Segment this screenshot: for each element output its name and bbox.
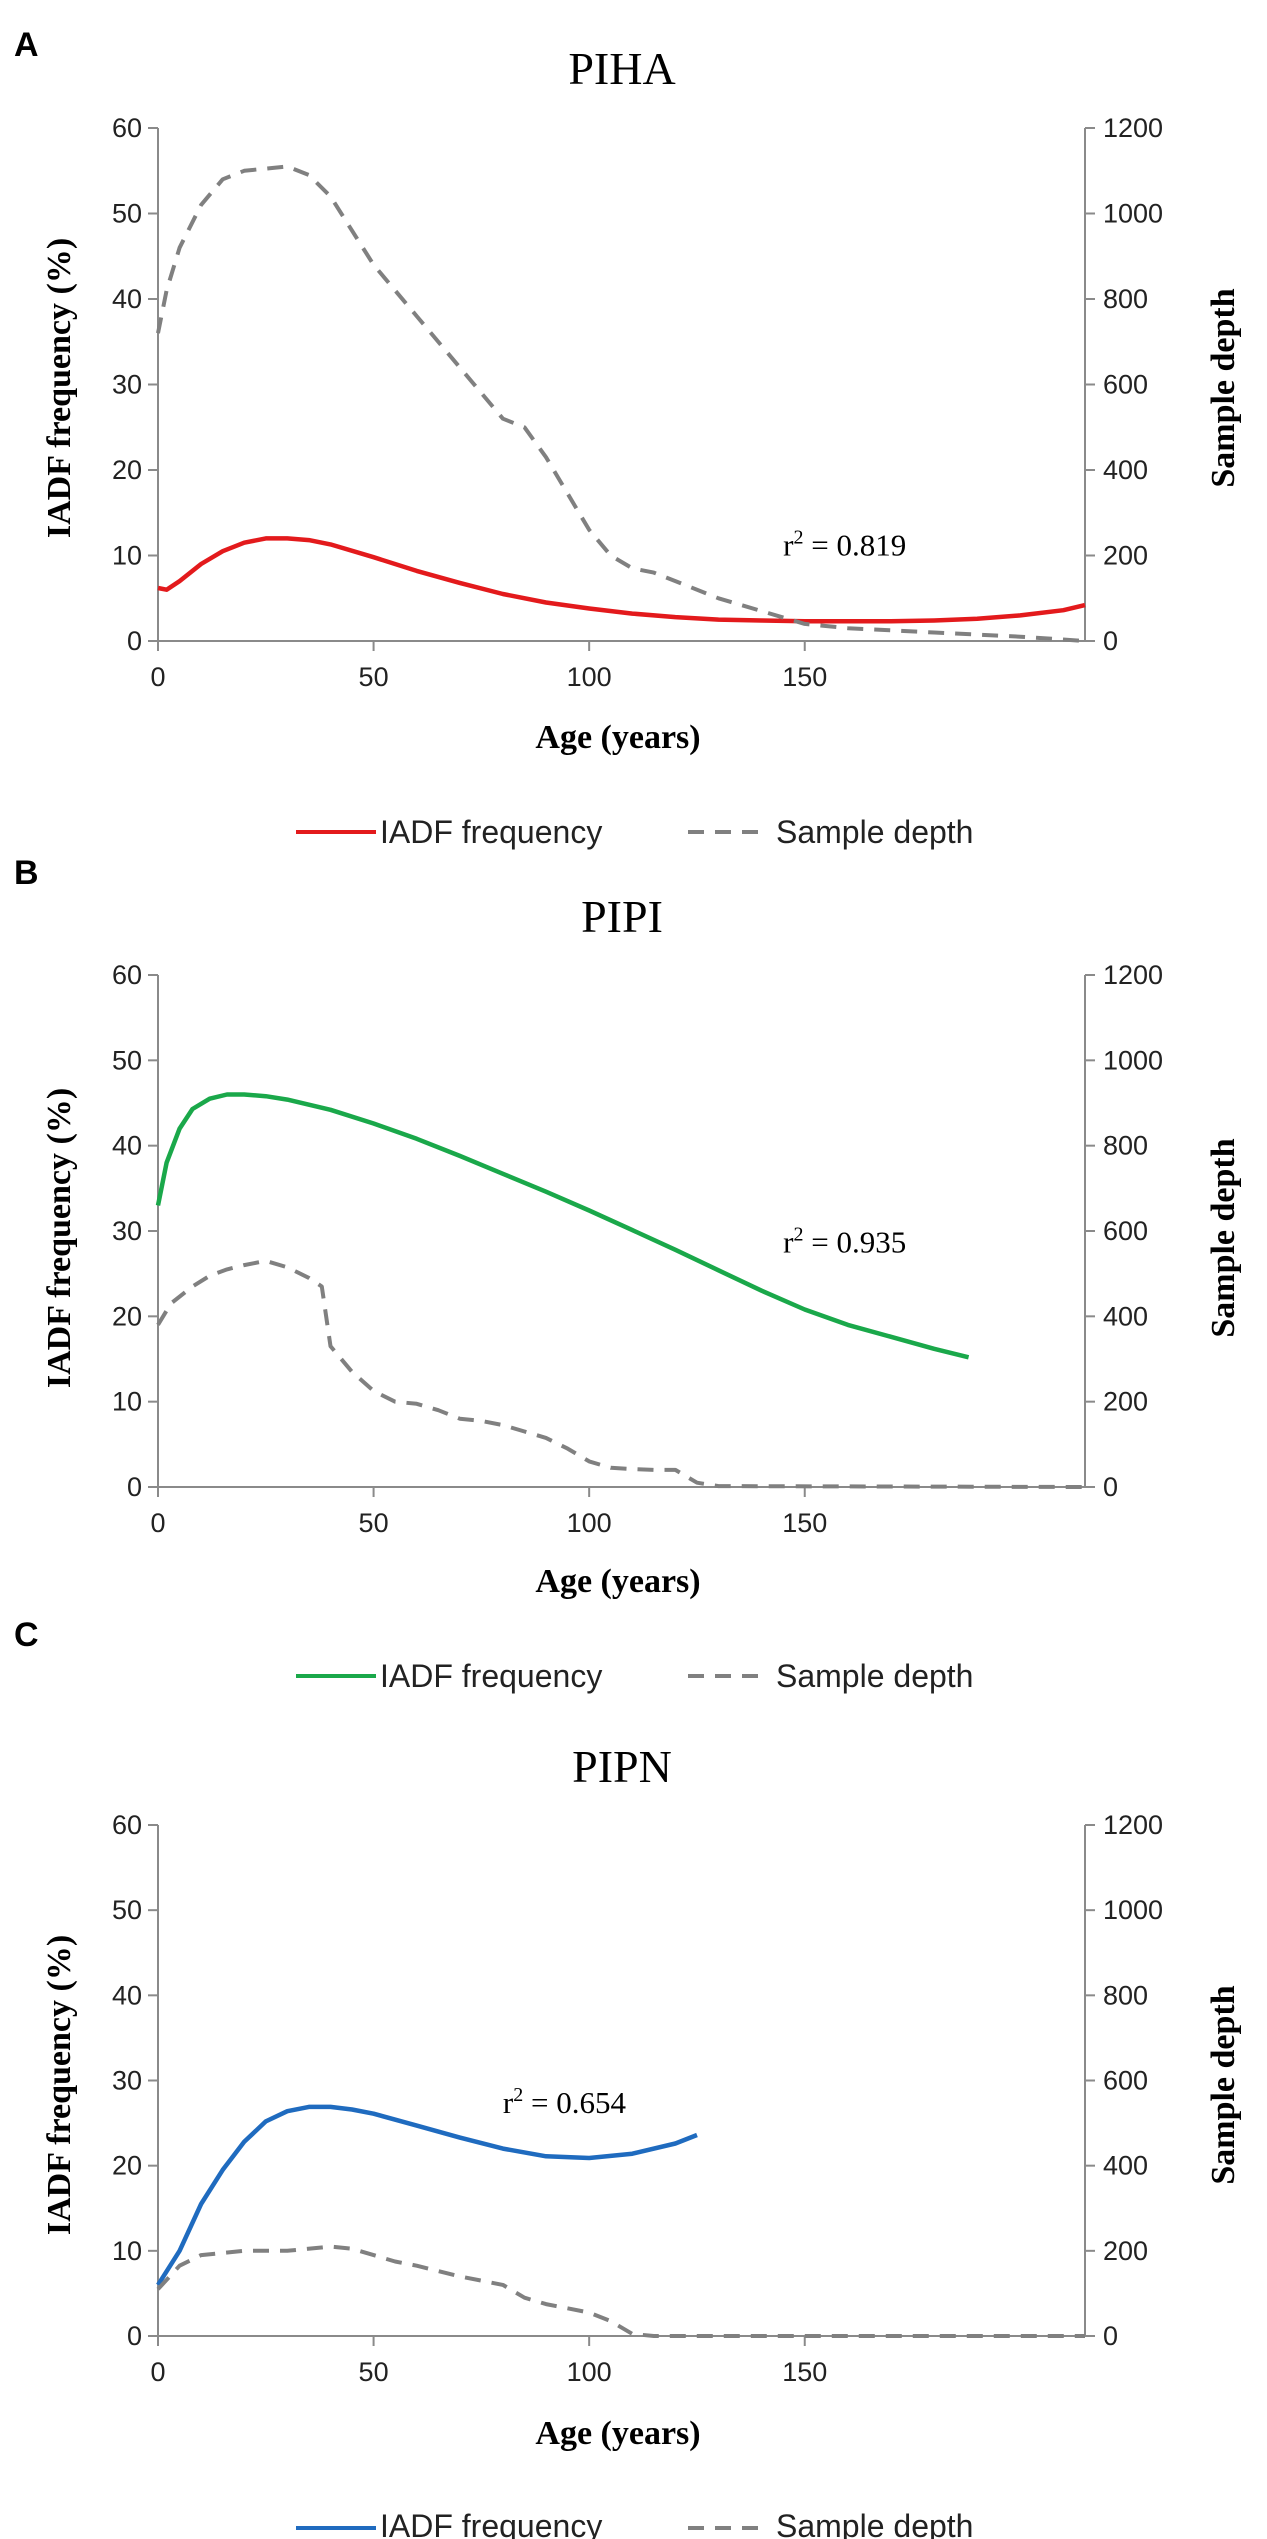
panel-b-y-tick-label: 10 <box>112 1387 142 1417</box>
panel-c-y-tick-label: 30 <box>112 2066 142 2096</box>
panel-b-y-tick-label: 20 <box>112 1301 142 1331</box>
panel-b-title: PIPI <box>581 891 663 942</box>
panel-c-y-tick-label: 0 <box>127 2321 142 2351</box>
panel-a-y2-tick-label: 800 <box>1103 284 1148 314</box>
panel-c-y-tick-label: 50 <box>112 1895 142 1925</box>
panel-a: A PIHA IADF frequency (%) Sample depth A… <box>14 26 1242 850</box>
panel-b-x-tick-label: 100 <box>567 1508 612 1538</box>
panel-b-y-tick-label: 30 <box>112 1216 142 1246</box>
panel-b-y-tick-label: 0 <box>127 1472 142 1502</box>
panel-c-y-axis-title: IADF frequency (%) <box>41 1935 78 2235</box>
panel-c-sample-depth-line <box>156 2244 1085 2338</box>
panel-b-y2-tick-label: 800 <box>1103 1131 1148 1161</box>
panel-a-legend-iadf-label: IADF frequency <box>380 814 602 850</box>
panel-b-iadf-frequency-line <box>155 1092 970 1360</box>
panel-b: B PIPI IADF frequency (%) Sample depth A… <box>14 854 1242 1694</box>
panel-b-legend: IADF frequency Sample depth <box>296 1658 973 1694</box>
panel-c-y2-tick-label: 600 <box>1103 2066 1148 2096</box>
panel-a-y-tick-label: 10 <box>112 541 142 571</box>
panel-a-legend-depth-label: Sample depth <box>776 814 973 850</box>
panel-a-x-tick-label: 150 <box>782 662 827 692</box>
panel-a-y2-tick-label: 0 <box>1103 626 1118 656</box>
panel-c-x-tick-label: 50 <box>359 2357 389 2387</box>
panel-c-title: PIPN <box>572 1741 672 1792</box>
panel-b-y-tick-label: 50 <box>112 1045 142 1075</box>
panel-a-r2-annotation: r2 = 0.819 <box>783 527 906 563</box>
panel-a-x-tick-label: 50 <box>359 662 389 692</box>
panel-b-legend-iadf-label: IADF frequency <box>380 1658 602 1694</box>
panel-a-y-tick-label: 40 <box>112 284 142 314</box>
panel-a-y2-tick-label: 1200 <box>1103 113 1163 143</box>
panel-b-y2-axis-title: Sample depth <box>1205 1138 1242 1337</box>
panel-c-y-tick-label: 60 <box>112 1810 142 1840</box>
panel-b-x-tick-label: 50 <box>359 1508 389 1538</box>
panel-b-y-axis-title: IADF frequency (%) <box>41 1088 78 1388</box>
panel-c-y2-tick-label: 800 <box>1103 1980 1148 2010</box>
panel-b-y2-tick-label: 400 <box>1103 1301 1148 1331</box>
panel-a-y-tick-label: 0 <box>127 626 142 656</box>
panel-b-y2-tick-label: 200 <box>1103 1387 1148 1417</box>
panel-c-y2-tick-label: 1200 <box>1103 1810 1163 1840</box>
panel-c-x-tick-label: 100 <box>567 2357 612 2387</box>
panel-c-y-tick-label: 20 <box>112 2151 142 2181</box>
panel-label-b: B <box>14 854 39 892</box>
panel-a-sample-depth-line <box>156 164 1086 643</box>
panel-a-y-axis-title: IADF frequency (%) <box>41 238 78 538</box>
panel-a-y2-tick-label: 600 <box>1103 370 1148 400</box>
panel-b-x-tick-label: 0 <box>150 1508 165 1538</box>
panel-c-x-axis-title: Age (years) <box>535 2415 700 2452</box>
panel-c-y-tick-label: 10 <box>112 2236 142 2266</box>
panel-a-y-tick-label: 50 <box>112 199 142 229</box>
panel-a-iadf-frequency-line <box>157 536 1086 624</box>
panel-a-x-tick-label: 100 <box>567 662 612 692</box>
panel-b-y-tick-label: 40 <box>112 1131 142 1161</box>
panel-c-r2-annotation: r2 = 0.654 <box>503 2084 627 2120</box>
panel-a-y2-tick-label: 200 <box>1103 541 1148 571</box>
panel-a-x-tick-label: 0 <box>150 662 165 692</box>
panel-c-iadf-frequency-line <box>156 2104 698 2287</box>
panel-c-x-tick-label: 0 <box>150 2357 165 2387</box>
panel-a-y-tick-label: 60 <box>112 113 142 143</box>
panel-a-y-tick-label: 20 <box>112 455 142 485</box>
panel-a-legend: IADF frequency Sample depth <box>296 814 973 850</box>
panel-c-legend-depth-label: Sample depth <box>776 2508 973 2539</box>
panel-c: C PIPN IADF frequency (%) Sample depth A… <box>14 1616 1242 2539</box>
panel-label-a: A <box>14 26 39 64</box>
panel-a-y2-axis-title: Sample depth <box>1205 288 1242 487</box>
panel-b-x-tick-label: 150 <box>782 1508 827 1538</box>
panel-c-legend: IADF frequency Sample depth <box>296 2508 973 2539</box>
panel-c-legend-iadf-label: IADF frequency <box>380 2508 602 2539</box>
panel-b-y2-tick-label: 0 <box>1103 1472 1118 1502</box>
panel-a-title: PIHA <box>568 43 675 94</box>
panel-label-c: C <box>14 1616 39 1654</box>
panel-c-y2-tick-label: 400 <box>1103 2151 1148 2181</box>
panel-c-y2-tick-label: 200 <box>1103 2236 1148 2266</box>
panel-a-x-axis-title: Age (years) <box>535 719 700 756</box>
panel-b-legend-depth-label: Sample depth <box>776 1658 973 1694</box>
panel-b-y2-tick-label: 1200 <box>1103 960 1163 990</box>
panel-b-x-axis-title: Age (years) <box>535 1563 700 1600</box>
panel-a-y2-tick-label: 1000 <box>1103 199 1163 229</box>
panel-b-y2-tick-label: 600 <box>1103 1216 1148 1246</box>
panel-c-y-tick-label: 40 <box>112 1980 142 2010</box>
panel-b-r2-annotation: r2 = 0.935 <box>783 1223 906 1259</box>
panel-c-y2-axis-title: Sample depth <box>1205 1985 1242 2184</box>
panel-a-y2-tick-label: 400 <box>1103 455 1148 485</box>
panel-c-y2-tick-label: 0 <box>1103 2321 1118 2351</box>
panel-b-y2-tick-label: 1000 <box>1103 1045 1163 1075</box>
panel-b-sample-depth-line <box>156 1258 1086 1489</box>
panel-c-x-tick-label: 150 <box>782 2357 827 2387</box>
panel-a-y-tick-label: 30 <box>112 370 142 400</box>
panel-b-y-tick-label: 60 <box>112 960 142 990</box>
panel-c-y2-tick-label: 1000 <box>1103 1895 1163 1925</box>
